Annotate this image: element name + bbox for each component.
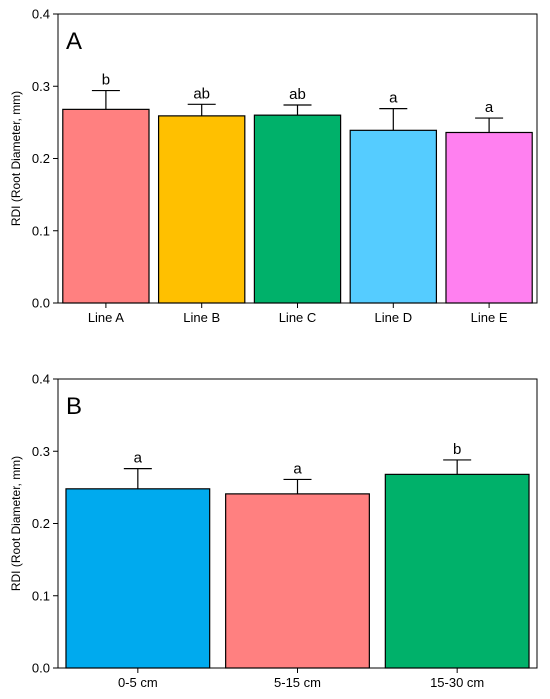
significance-label: b bbox=[102, 72, 110, 89]
y-tick-label: 0.2 bbox=[32, 516, 50, 531]
y-tick-label: 0.4 bbox=[32, 7, 50, 22]
bar bbox=[384, 473, 530, 669]
bar bbox=[157, 115, 246, 304]
y-axis-label: RDI (Root Diameter, mm) bbox=[9, 456, 23, 591]
x-tick-label: Line C bbox=[279, 310, 317, 325]
y-tick-label: 0.3 bbox=[32, 79, 50, 94]
significance-label: a bbox=[134, 450, 143, 467]
panel-b: 0.0 0.1 0.2 0.3 0.4 RDI (Root Diameter, mm) Ba… bbox=[9, 372, 538, 690]
bar bbox=[62, 108, 150, 304]
bar bbox=[349, 129, 438, 304]
significance-label: ab bbox=[289, 86, 306, 103]
y-tick-label: 0.2 bbox=[32, 151, 50, 166]
y-tick-label: 0.0 bbox=[32, 661, 50, 676]
x-tick-label: Line B bbox=[183, 310, 220, 325]
y-tick-label: 0.3 bbox=[32, 444, 50, 459]
significance-label: a bbox=[485, 99, 494, 116]
y-tick-label: 0.1 bbox=[32, 588, 50, 603]
x-tick-label: Line D bbox=[375, 310, 413, 325]
significance-label: a bbox=[389, 90, 398, 107]
significance-label: a bbox=[293, 460, 302, 477]
x-tick-label: Line E bbox=[471, 310, 508, 325]
significance-label: ab bbox=[193, 85, 210, 102]
x-tick-label: Line A bbox=[88, 310, 124, 325]
y-tick-label: 0.4 bbox=[32, 372, 50, 387]
panel-label: A bbox=[66, 28, 82, 55]
x-tick-label: 15-30 cm bbox=[430, 675, 484, 690]
bar bbox=[65, 488, 211, 669]
bar bbox=[445, 131, 533, 304]
y-tick-label: 0.0 bbox=[32, 296, 50, 311]
bar bbox=[225, 493, 370, 669]
x-tick-label: 0-5 cm bbox=[118, 675, 158, 690]
bar bbox=[253, 114, 342, 304]
y-axis-label: RDI (Root Diameter, mm) bbox=[9, 91, 23, 226]
significance-label: b bbox=[453, 441, 461, 458]
y-tick-label: 0.1 bbox=[32, 223, 50, 238]
x-tick-label: 5-15 cm bbox=[274, 675, 321, 690]
panel-a: 0.0 0.1 0.2 0.3 0.4 RDI (Root Diameter, mm) Ab… bbox=[9, 7, 538, 325]
panel-label: B bbox=[66, 393, 82, 420]
